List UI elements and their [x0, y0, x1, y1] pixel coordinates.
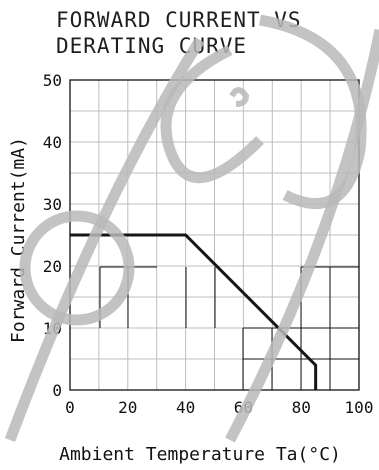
x-axis-label: Ambient Temperature Ta(°C) [59, 444, 341, 465]
y-axis-label: Forward Current(mA) [8, 137, 29, 343]
x-tick-label: 80 [292, 398, 311, 417]
y-tick-label: 40 [43, 133, 62, 152]
x-tick-labels: 0 20 40 60 80 100 [65, 398, 373, 417]
logo-watermark-icon [4, 14, 379, 443]
derating-curve-line [70, 233, 318, 390]
x-tick-label: 20 [118, 398, 137, 417]
y-tick-label: 0 [52, 381, 62, 400]
y-tick-label: 30 [43, 195, 62, 214]
y-tick-label: 50 [43, 71, 62, 90]
chart-title-line-1: FORWARD CURRENT VS [56, 8, 302, 32]
x-tick-label: 0 [65, 398, 75, 417]
x-tick-label: 40 [176, 398, 195, 417]
x-tick-label: 100 [345, 398, 374, 417]
y-tick-label: 20 [43, 257, 62, 276]
